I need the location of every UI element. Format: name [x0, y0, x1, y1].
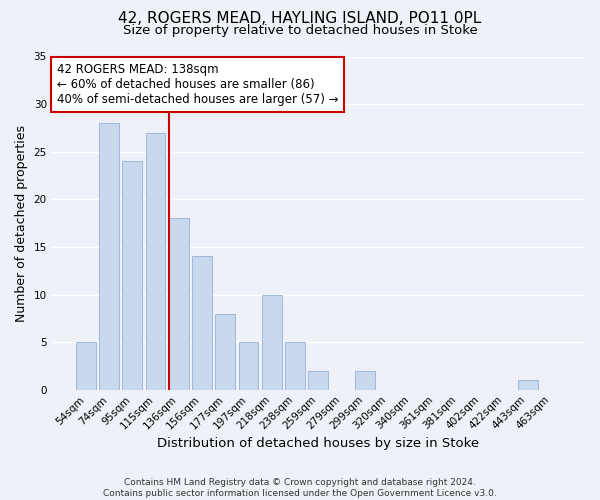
- Bar: [99, 123, 119, 390]
- Text: Size of property relative to detached houses in Stoke: Size of property relative to detached ho…: [122, 24, 478, 37]
- Bar: [262, 294, 282, 390]
- Bar: [355, 370, 375, 390]
- Text: Contains HM Land Registry data © Crown copyright and database right 2024.
Contai: Contains HM Land Registry data © Crown c…: [103, 478, 497, 498]
- Text: 42 ROGERS MEAD: 138sqm
← 60% of detached houses are smaller (86)
40% of semi-det: 42 ROGERS MEAD: 138sqm ← 60% of detached…: [57, 63, 338, 106]
- Bar: [169, 218, 188, 390]
- Y-axis label: Number of detached properties: Number of detached properties: [15, 124, 28, 322]
- Bar: [192, 256, 212, 390]
- Text: 42, ROGERS MEAD, HAYLING ISLAND, PO11 0PL: 42, ROGERS MEAD, HAYLING ISLAND, PO11 0P…: [118, 11, 482, 26]
- Bar: [239, 342, 259, 390]
- Bar: [518, 380, 538, 390]
- X-axis label: Distribution of detached houses by size in Stoke: Distribution of detached houses by size …: [157, 437, 479, 450]
- Bar: [308, 370, 328, 390]
- Bar: [215, 314, 235, 390]
- Bar: [146, 132, 166, 390]
- Bar: [122, 161, 142, 390]
- Bar: [76, 342, 95, 390]
- Bar: [285, 342, 305, 390]
